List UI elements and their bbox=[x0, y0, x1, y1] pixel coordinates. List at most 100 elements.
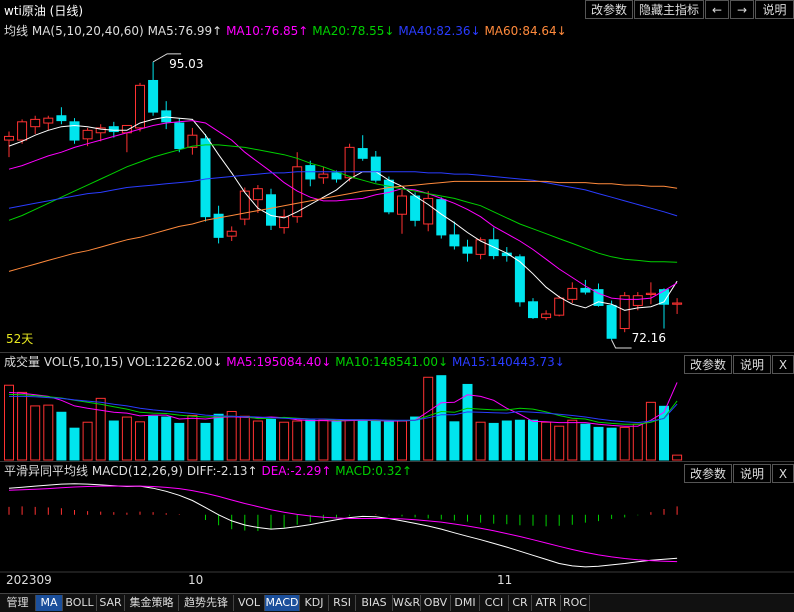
candle bbox=[95, 124, 106, 142]
ma40-value: MA40:82.36↓ bbox=[398, 24, 481, 38]
tab-roc[interactable]: ROC bbox=[561, 595, 590, 611]
candle-body bbox=[514, 256, 525, 303]
volume-bar bbox=[148, 415, 159, 461]
candle bbox=[318, 166, 329, 184]
volume-bar bbox=[541, 421, 552, 461]
hide-indicator-button[interactable]: 隐藏主指标 bbox=[634, 0, 704, 19]
volume-bar bbox=[475, 421, 486, 461]
volume-bar bbox=[226, 410, 237, 461]
macd-legend: 平滑异同平均线 MACD(12,26,9) DIFF:-2.13↑ DEA:-2… bbox=[4, 463, 412, 479]
candle bbox=[423, 191, 434, 232]
candle bbox=[659, 288, 669, 329]
volume-bar bbox=[318, 419, 329, 461]
volume-bar bbox=[567, 419, 578, 461]
candle bbox=[357, 135, 368, 161]
candle-body bbox=[266, 194, 276, 226]
macd-params-button[interactable]: 改参数 bbox=[684, 464, 732, 483]
candle bbox=[30, 115, 41, 134]
volume-bar bbox=[397, 420, 407, 461]
candle-body bbox=[56, 115, 67, 122]
volume-bar bbox=[69, 427, 80, 461]
candle-body bbox=[318, 173, 329, 179]
candle bbox=[17, 119, 28, 144]
volume-bar bbox=[95, 397, 106, 461]
tab-w&r[interactable]: W&R bbox=[393, 595, 421, 611]
help-button[interactable]: 说明 bbox=[755, 0, 794, 19]
volume-bar bbox=[383, 421, 394, 461]
candle-body bbox=[475, 239, 486, 255]
volume-bar bbox=[239, 415, 250, 461]
volume-bar bbox=[121, 416, 132, 461]
vol-value: VOL:12262.00↓ bbox=[126, 355, 223, 369]
candle bbox=[279, 209, 290, 234]
volume-bar bbox=[213, 413, 224, 461]
tab-sar[interactable]: SAR bbox=[97, 595, 125, 611]
macd-value: MACD:0.32↑ bbox=[335, 464, 413, 478]
candle bbox=[436, 197, 447, 239]
tab-cci[interactable]: CCI bbox=[480, 595, 509, 611]
tab-趋势先锋[interactable]: 趋势先锋 bbox=[179, 595, 234, 611]
params-button[interactable]: 改参数 bbox=[585, 0, 633, 19]
macd-legend-params: MACD(12,26,9) bbox=[91, 464, 183, 478]
candle-body bbox=[580, 287, 591, 293]
volume-bar bbox=[449, 421, 460, 461]
volume-bar bbox=[266, 418, 276, 461]
tab-cr[interactable]: CR bbox=[509, 595, 532, 611]
candle-body bbox=[82, 129, 93, 140]
right-arrow-button[interactable]: → bbox=[730, 0, 754, 19]
candle bbox=[292, 152, 303, 223]
tab-rsi[interactable]: RSI bbox=[329, 595, 356, 611]
volume-bar bbox=[488, 422, 499, 461]
tab-ma[interactable]: MA bbox=[36, 595, 63, 611]
candle-body bbox=[279, 216, 290, 229]
volume-bar bbox=[252, 420, 263, 461]
candle-body bbox=[200, 138, 211, 218]
volume-bar bbox=[501, 420, 512, 461]
tab-obv[interactable]: OBV bbox=[421, 595, 451, 611]
volume-group bbox=[4, 375, 683, 461]
high-marker bbox=[152, 53, 182, 63]
tab-bias[interactable]: BIAS bbox=[356, 595, 393, 611]
candle-body bbox=[383, 179, 394, 213]
tab-vol[interactable]: VOL bbox=[234, 595, 265, 611]
tab-dmi[interactable]: DMI bbox=[451, 595, 480, 611]
left-arrow-button[interactable]: ← bbox=[705, 0, 729, 19]
tab-macd[interactable]: MACD bbox=[265, 595, 300, 611]
candle bbox=[200, 133, 211, 222]
candle-body bbox=[331, 172, 342, 180]
candle-body bbox=[135, 84, 145, 129]
tab-atr[interactable]: ATR bbox=[532, 595, 561, 611]
candle-body bbox=[659, 289, 669, 305]
tab-kdj[interactable]: KDJ bbox=[300, 595, 329, 611]
volume-bar bbox=[357, 420, 368, 461]
macd-help-button[interactable]: 说明 bbox=[733, 464, 771, 483]
candle bbox=[488, 227, 499, 260]
indicator-tab-bar: 管理 MA BOLL SAR 集金策略 趋势先锋 VOL MACD KDJ RSI BIAS W&R O… bbox=[0, 593, 794, 612]
vol-help-button[interactable]: 说明 bbox=[733, 355, 771, 374]
tab-管理[interactable]: 管理 bbox=[0, 595, 36, 611]
ma-legend: 均线 MA(5,10,20,40,60) MA5:76.99↑ MA10:76.… bbox=[4, 23, 567, 39]
ma60-value: MA60:84.64↓ bbox=[484, 24, 567, 38]
candle bbox=[528, 298, 538, 319]
candle-group bbox=[4, 61, 683, 340]
ma-legend-params: MA(5,10,20,40,60) bbox=[31, 24, 144, 38]
high-annotation: 95.03 bbox=[169, 57, 203, 71]
volume-bar bbox=[17, 391, 28, 461]
vol-ma5-line bbox=[8, 382, 678, 427]
candle-body bbox=[606, 304, 617, 339]
ma60-line bbox=[8, 180, 678, 272]
vol-params-button[interactable]: 改参数 bbox=[684, 355, 732, 374]
tab-集金策略[interactable]: 集金策略 bbox=[125, 595, 179, 611]
candle bbox=[632, 292, 643, 311]
candle bbox=[82, 127, 93, 147]
chart-title: wti原油 (日线) bbox=[4, 4, 84, 18]
low-marker bbox=[611, 339, 632, 349]
candle bbox=[567, 282, 578, 304]
low-annotation: 72.16 bbox=[632, 331, 666, 345]
chart-canvas[interactable]: 95.03 72.16 202309 10 11 52天 bbox=[0, 0, 794, 593]
candle-body bbox=[632, 295, 643, 306]
volume-bar bbox=[410, 416, 421, 461]
candle-body bbox=[187, 134, 198, 148]
tab-boll[interactable]: BOLL bbox=[63, 595, 97, 611]
candle-body bbox=[619, 295, 630, 330]
